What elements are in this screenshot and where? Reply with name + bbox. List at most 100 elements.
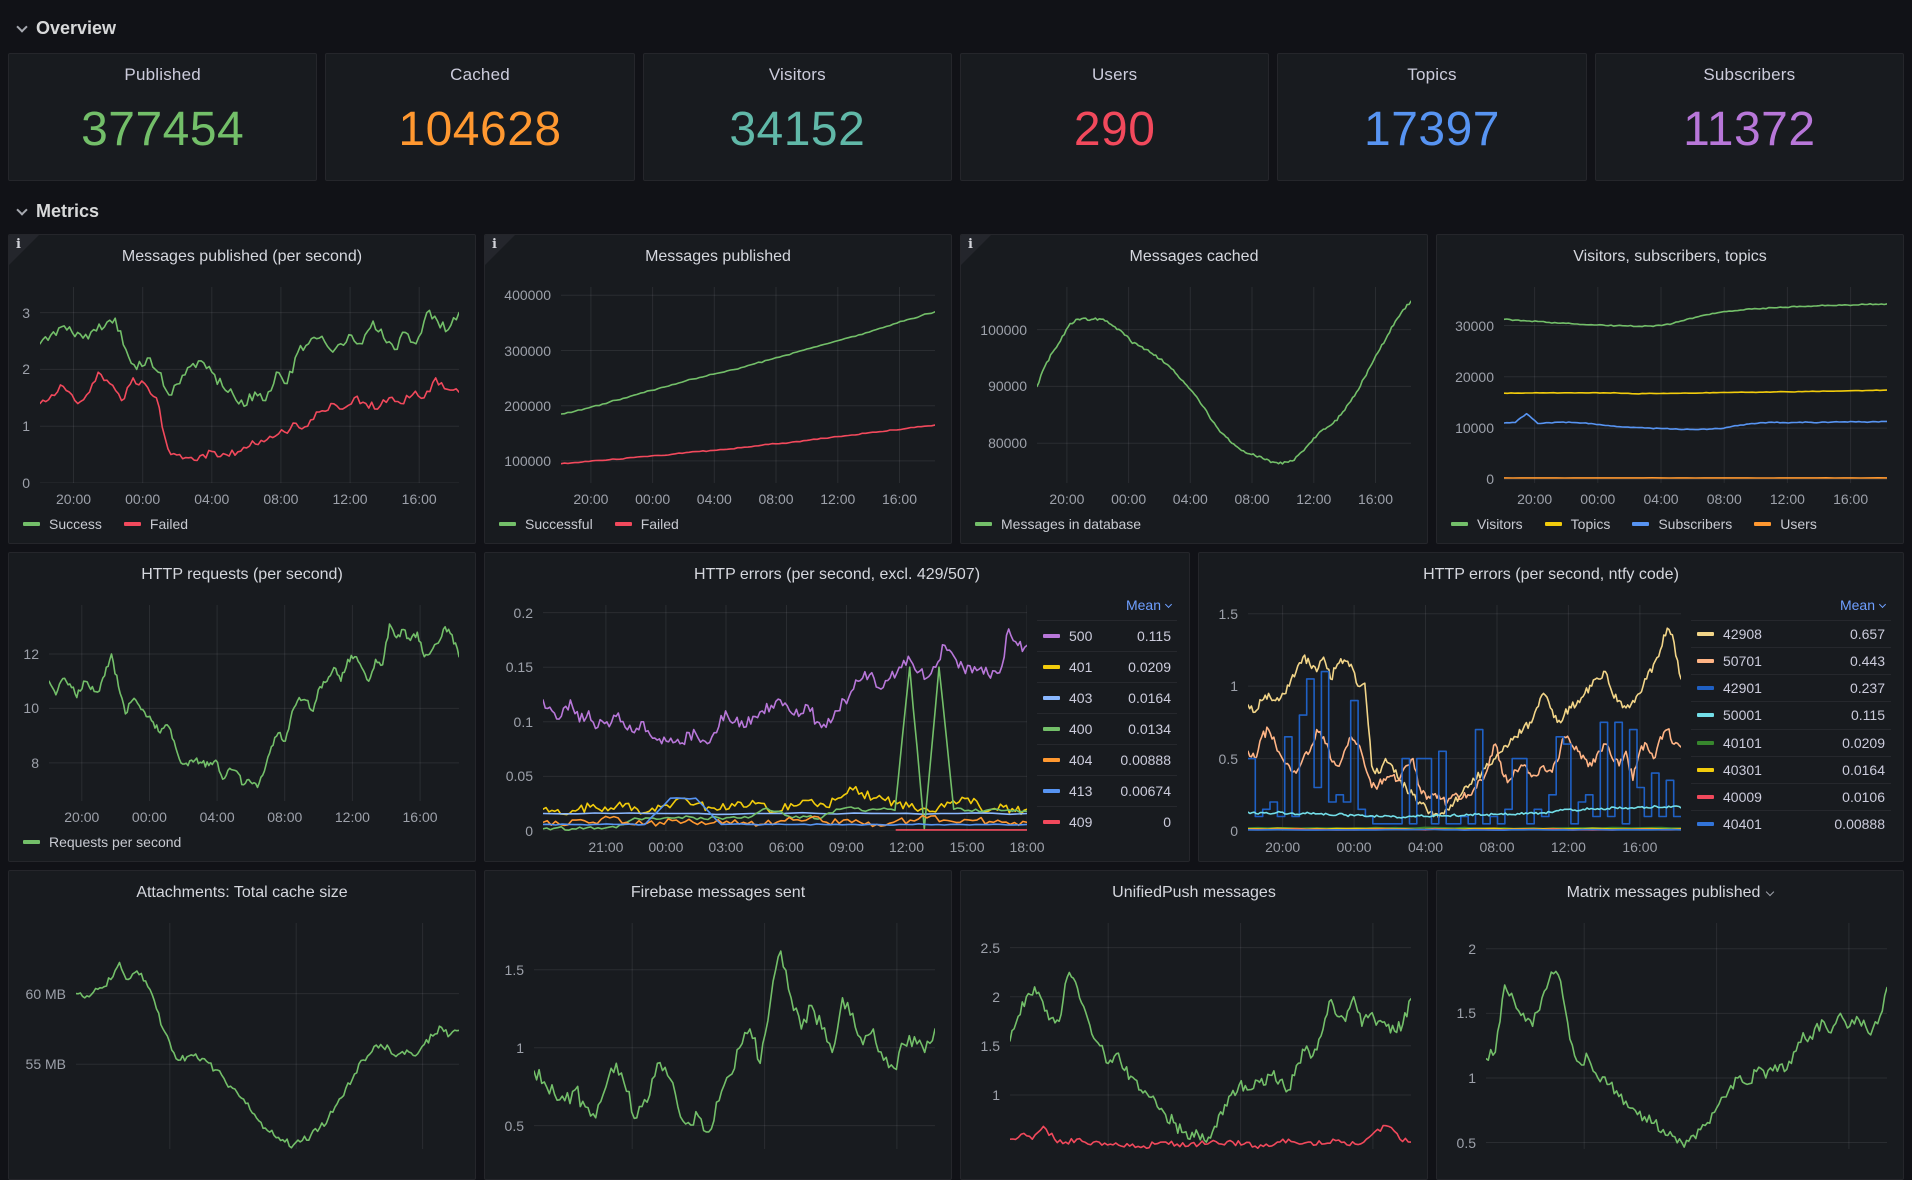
x-axis-tick-label: 00:00 (1337, 839, 1372, 855)
x-axis-tick-label: 20:00 (1265, 839, 1300, 855)
panel-title[interactable]: Visitors, subscribers, topics (1437, 235, 1903, 271)
chart-panel-messages-cached: Messages cached 20:0000:0004:0008:0012:0… (960, 234, 1428, 544)
legend-mean-header[interactable]: Mean (1037, 593, 1177, 620)
chart-canvas[interactable] (1010, 923, 1411, 1149)
panel-title[interactable]: HTTP errors (per second, excl. 429/507) (485, 553, 1189, 589)
legend-label: 40401 (1723, 816, 1762, 832)
section-header-metrics[interactable]: Metrics (8, 181, 1904, 234)
legend-item[interactable]: Subscribers (1632, 516, 1732, 532)
panel-title[interactable]: Messages published (485, 235, 951, 271)
legend-item[interactable]: Visitors (1451, 516, 1523, 532)
legend-item[interactable]: Successful (499, 516, 593, 532)
panel-title[interactable]: Messages cached (961, 235, 1427, 271)
y-axis-tick-label: 55 MB (26, 1056, 76, 1072)
series-line-Successful (561, 312, 935, 414)
x-axis-tick-label: 16:00 (1622, 839, 1657, 855)
legend-label: 403 (1069, 690, 1092, 706)
legend-color-chip (1043, 665, 1060, 669)
legend-item[interactable]: Success (23, 516, 102, 532)
x-axis-tick-label: 15:00 (949, 839, 984, 855)
legend-color-chip (1697, 741, 1714, 745)
legend-mean-value: 0.0164 (1842, 762, 1885, 778)
legend-mean-value: 0.0209 (1842, 735, 1885, 751)
legend-mean-value: 0.0134 (1128, 721, 1171, 737)
legend-item[interactable]: Messages in database (975, 516, 1141, 532)
panel-title[interactable]: Matrix messages published (1437, 871, 1903, 907)
chart-canvas[interactable] (534, 923, 935, 1149)
y-axis-tick-label: 80000 (988, 435, 1037, 451)
y-axis-tick-label: 1.5 (1457, 1005, 1486, 1021)
chart-canvas[interactable] (1486, 923, 1887, 1149)
panel-info-icon[interactable] (961, 235, 991, 265)
chart-canvas[interactable] (40, 287, 459, 483)
legend-color-chip (1697, 632, 1714, 636)
chart-canvas[interactable] (49, 605, 459, 801)
y-axis-tick-label: 30000 (1455, 318, 1504, 334)
stats-row: Published 377454 Cached 104628 Visitors … (8, 53, 1904, 181)
y-axis-tick-label: 12 (23, 646, 49, 662)
info-icon (968, 237, 973, 252)
chart-canvas[interactable] (1248, 605, 1681, 831)
panel-info-icon[interactable] (485, 235, 515, 265)
legend-item[interactable]: Failed (615, 516, 679, 532)
chart-canvas[interactable] (76, 923, 459, 1149)
panel-info-icon[interactable] (9, 235, 39, 265)
legend-color-chip (1697, 795, 1714, 799)
chart-canvas[interactable] (1504, 287, 1887, 483)
section-header-overview[interactable]: Overview (8, 0, 1904, 53)
legend-item[interactable]: Users (1754, 516, 1817, 532)
x-axis-tick-label: 12:00 (1770, 491, 1805, 507)
y-axis-tick-label: 300000 (504, 343, 561, 359)
legend-color-chip (23, 840, 40, 844)
y-axis-tick-label: 2.5 (981, 940, 1010, 956)
panel-title[interactable]: HTTP errors (per second, ntfy code) (1199, 553, 1903, 589)
panel-title[interactable]: Messages published (per second) (9, 235, 475, 271)
legend-table-row[interactable]: 413 0.00674 (1037, 775, 1177, 806)
y-axis-tick-label: 2 (992, 989, 1010, 1005)
panel-title[interactable]: UnifiedPush messages (961, 871, 1427, 907)
y-axis-tick-label: 0 (1486, 471, 1504, 487)
x-axis-tick-label: 08:00 (1707, 491, 1742, 507)
chart-canvas[interactable] (561, 287, 935, 483)
panel-title[interactable]: HTTP requests (per second) (9, 553, 475, 589)
chart-canvas[interactable] (1037, 287, 1411, 483)
legend-item[interactable]: Requests per second (23, 834, 181, 850)
chart-canvas[interactable] (543, 605, 1027, 831)
x-axis-tick-label: 12:00 (1296, 491, 1331, 507)
legend-label: 413 (1069, 783, 1092, 799)
legend-mean-header[interactable]: Mean (1691, 593, 1891, 620)
legend-item[interactable]: Topics (1545, 516, 1611, 532)
legend-mean-value: 0.0209 (1128, 659, 1171, 675)
y-axis-tick-label: 0.5 (505, 1118, 534, 1134)
legend-label: Subscribers (1658, 516, 1732, 532)
panel-title[interactable]: Attachments: Total cache size (9, 871, 475, 907)
x-axis-tick-label: 08:00 (267, 809, 302, 825)
x-axis-tick-label: 08:00 (759, 491, 794, 507)
panel-title[interactable]: Firebase messages sent (485, 871, 951, 907)
chart-panel-messages-published: Messages published 20:0000:0004:0008:001… (484, 234, 952, 544)
legend-item[interactable]: Failed (124, 516, 188, 532)
legend-mean-value: 0.00674 (1120, 783, 1171, 799)
x-axis-tick-label: 20:00 (1049, 491, 1084, 507)
